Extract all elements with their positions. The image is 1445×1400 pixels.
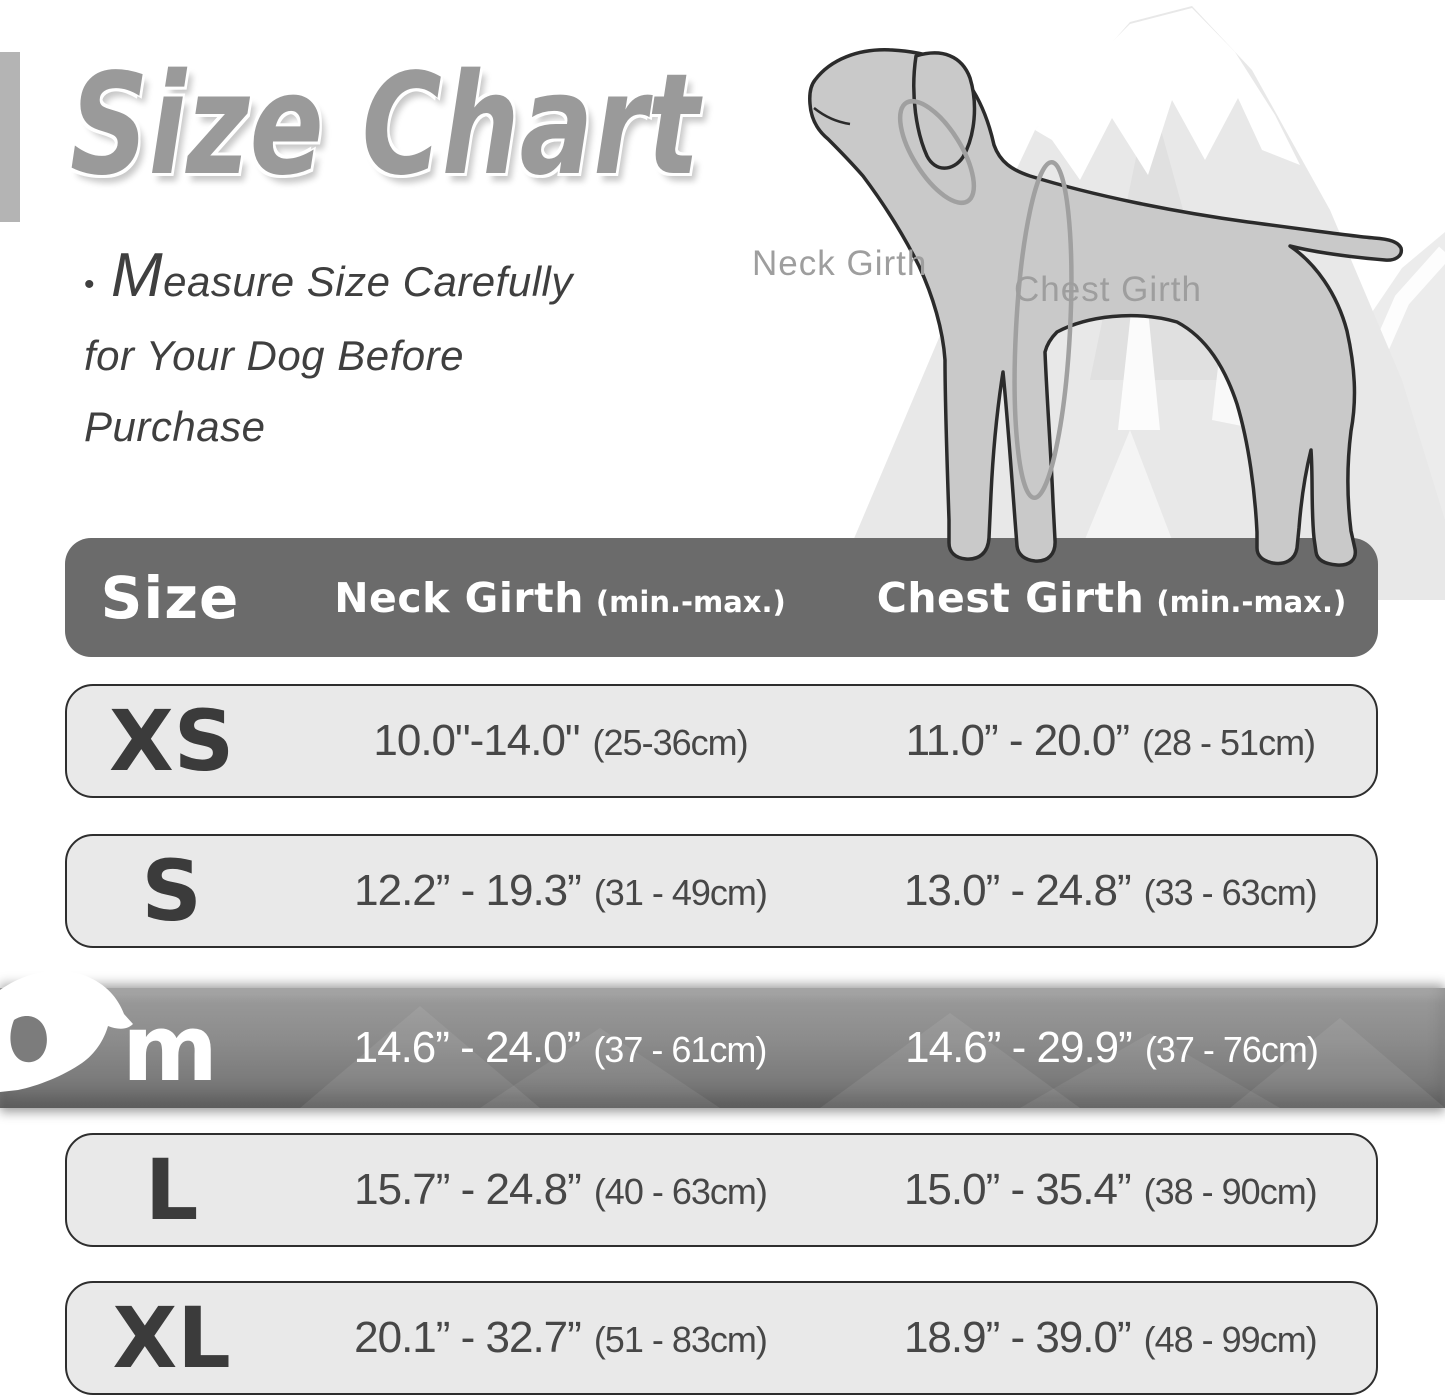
table-row-xl: XL 20.1” - 32.7” (51 - 83cm) 18.9” - 39.… [65, 1281, 1378, 1395]
measure-note: • Measure Size Carefully for Your Dog Bef… [84, 240, 744, 462]
note-line-2: for Your Dog Before [84, 332, 464, 380]
header-neck-range: (min.-max.) [595, 584, 786, 619]
size-cell: XS [109, 692, 235, 790]
dog-mouth-line [813, 107, 851, 126]
chest-girth-cell: 15.0” - 35.4” (38 - 90cm) [903, 1165, 1318, 1214]
chest-girth-loop [1012, 159, 1074, 501]
table-header: Size Neck Girth (min.-max.) Chest Girth … [65, 538, 1378, 657]
size-cell: S [141, 842, 202, 940]
size-cell: L [144, 1141, 199, 1239]
table-row-l: L 15.7” - 24.8” (40 - 63cm) 15.0” - 35.4… [65, 1133, 1378, 1247]
neck-girth-loop [897, 98, 977, 206]
header-neck-label: Neck Girth [334, 573, 584, 622]
chest-girth-cell: 13.0” - 24.8” (33 - 63cm) [903, 866, 1318, 915]
bullet-dot: • [84, 268, 96, 302]
neck-girth-cell: 20.1” - 32.7” (51 - 83cm) [354, 1313, 768, 1362]
header-chest-label: Chest Girth [876, 573, 1145, 622]
note-line-1: • Measure Size Carefully [84, 241, 573, 310]
neck-girth-label: Neck Girth [752, 244, 928, 283]
chest-girth-cell: 18.9” - 39.0” (48 - 99cm) [903, 1313, 1318, 1362]
decorative-side-bar [0, 52, 20, 222]
table-row-xs: XS 10.0"-14.0" (25-36cm) 11.0” - 20.0” (… [65, 684, 1378, 798]
header-size-label: Size [100, 563, 240, 632]
note-line-3: Purchase [84, 403, 266, 451]
page-title: Size Chart [70, 44, 700, 207]
header-chest-range: (min.-max.) [1156, 584, 1347, 619]
header-neck-cell: Neck Girth (min.-max.) [275, 574, 845, 622]
note-lead-letter: M [111, 241, 164, 310]
neck-girth-cell: 14.6” - 24.0” (37 - 61cm) [353, 1023, 768, 1072]
neck-girth-cell: 10.0"-14.0" (25-36cm) [373, 716, 748, 765]
header-size-cell: Size [65, 564, 275, 632]
size-cell: m [122, 994, 218, 1102]
chest-girth-cell: 14.6” - 29.9” (37 - 76cm) [905, 1023, 1319, 1072]
size-cell: XL [112, 1289, 231, 1387]
dog-ear [912, 51, 977, 170]
table-row-m-highlighted: m 14.6” - 24.0” (37 - 61cm) 14.6” - 29.9… [0, 970, 1445, 1108]
neck-girth-cell: 12.2” - 19.3” (31 - 49cm) [354, 866, 768, 915]
chest-girth-cell: 11.0” - 20.0” (28 - 51cm) [905, 716, 1316, 765]
header-chest-cell: Chest Girth (min.-max.) [845, 574, 1378, 622]
band-content: m 14.6” - 24.0” (37 - 61cm) 14.6” - 29.9… [65, 988, 1378, 1108]
table-row-s: S 12.2” - 19.3” (31 - 49cm) 13.0” - 24.8… [65, 834, 1378, 948]
neck-girth-cell: 15.7” - 24.8” (40 - 63cm) [354, 1165, 768, 1214]
chest-girth-label: Chest Girth [1014, 270, 1202, 309]
